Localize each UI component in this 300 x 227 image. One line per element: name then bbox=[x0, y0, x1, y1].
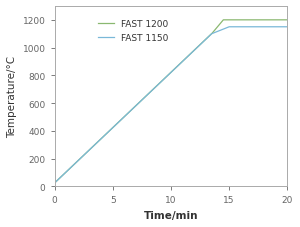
FAST 1200 bbox=[122, 116, 126, 119]
Line: FAST 1150: FAST 1150 bbox=[55, 28, 287, 183]
FAST 1150 bbox=[231, 26, 235, 29]
FAST 1150 bbox=[227, 26, 231, 29]
Legend: FAST 1200, FAST 1150: FAST 1200, FAST 1150 bbox=[94, 17, 172, 46]
FAST 1200 bbox=[53, 182, 56, 185]
FAST 1150 bbox=[122, 116, 126, 119]
X-axis label: Time/min: Time/min bbox=[144, 210, 198, 220]
FAST 1200 bbox=[226, 19, 230, 22]
FAST 1150 bbox=[286, 26, 289, 29]
Y-axis label: Temperature/°C: Temperature/°C bbox=[7, 56, 17, 138]
FAST 1150 bbox=[224, 28, 227, 30]
FAST 1200 bbox=[213, 30, 217, 32]
FAST 1150 bbox=[162, 78, 166, 81]
FAST 1150 bbox=[53, 182, 56, 185]
FAST 1200 bbox=[162, 78, 166, 81]
FAST 1200 bbox=[286, 19, 289, 22]
FAST 1150 bbox=[186, 56, 190, 59]
FAST 1200 bbox=[219, 22, 223, 25]
FAST 1200 bbox=[186, 56, 190, 59]
FAST 1150 bbox=[214, 31, 218, 34]
Line: FAST 1200: FAST 1200 bbox=[55, 21, 287, 183]
FAST 1200 bbox=[221, 19, 225, 22]
